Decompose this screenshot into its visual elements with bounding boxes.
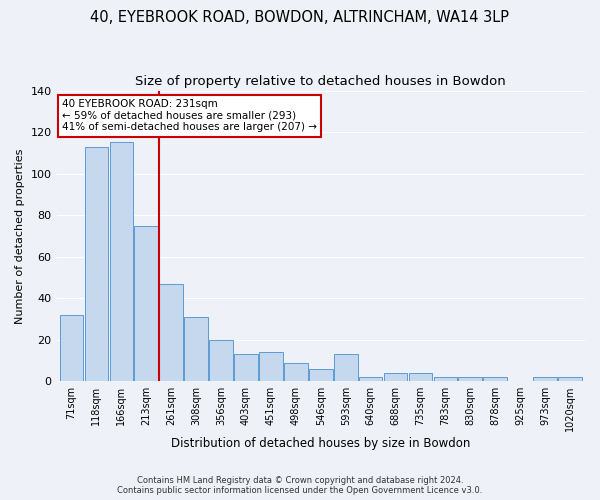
Title: Size of property relative to detached houses in Bowdon: Size of property relative to detached ho… [136, 75, 506, 88]
Bar [160, 284, 183, 381]
X-axis label: Distribution of detached houses by size in Bowdon: Distribution of detached houses by size … [171, 437, 470, 450]
Text: Contains HM Land Registry data © Crown copyright and database right 2024.
Contai: Contains HM Land Registry data © Crown c… [118, 476, 482, 495]
Y-axis label: Number of detached properties: Number of detached properties [15, 148, 25, 324]
Bar [359, 377, 382, 381]
Bar [110, 142, 133, 381]
Text: 40, EYEBROOK ROAD, BOWDON, ALTRINCHAM, WA14 3LP: 40, EYEBROOK ROAD, BOWDON, ALTRINCHAM, W… [91, 10, 509, 25]
Bar [284, 362, 308, 381]
Bar [533, 377, 557, 381]
Bar [209, 340, 233, 381]
Bar [184, 317, 208, 381]
Bar [409, 373, 433, 381]
Text: 40 EYEBROOK ROAD: 231sqm
← 59% of detached houses are smaller (293)
41% of semi-: 40 EYEBROOK ROAD: 231sqm ← 59% of detach… [62, 100, 317, 132]
Bar [558, 377, 582, 381]
Bar [85, 146, 108, 381]
Bar [234, 354, 258, 381]
Bar [458, 377, 482, 381]
Bar [309, 369, 332, 381]
Bar [134, 226, 158, 381]
Bar [334, 354, 358, 381]
Bar [259, 352, 283, 381]
Bar [434, 377, 457, 381]
Bar [384, 373, 407, 381]
Bar [59, 315, 83, 381]
Bar [484, 377, 507, 381]
